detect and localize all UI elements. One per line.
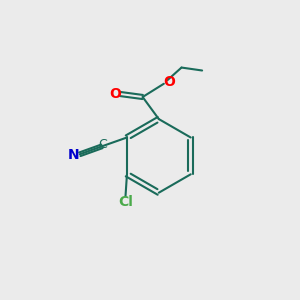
Text: O: O: [109, 87, 121, 101]
Text: N: N: [68, 148, 80, 162]
Text: C: C: [99, 138, 107, 151]
Text: Cl: Cl: [118, 195, 133, 209]
Text: O: O: [163, 75, 175, 89]
